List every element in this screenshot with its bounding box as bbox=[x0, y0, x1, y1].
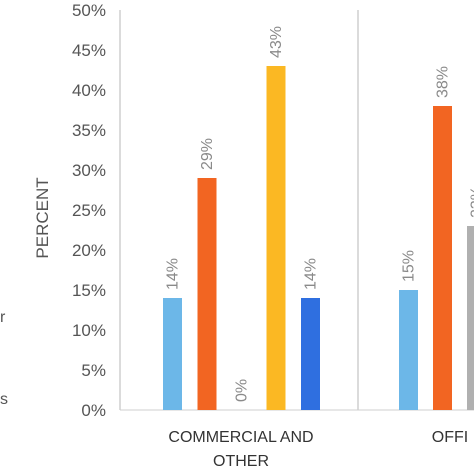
bar bbox=[467, 226, 474, 410]
data-labels: 14% 29% 0% 43% 14% 15% 38% 23% bbox=[165, 26, 474, 402]
y-tick-label: 20% bbox=[72, 241, 106, 260]
bar-value-label: 23% bbox=[469, 186, 474, 218]
bar bbox=[163, 298, 182, 410]
y-axis-title: PERCENT bbox=[33, 177, 52, 258]
y-tick-label: 35% bbox=[72, 121, 106, 140]
cropped-text-fragment: s bbox=[0, 391, 8, 408]
bar-value-label: 14% bbox=[165, 258, 182, 290]
y-tick-label: 15% bbox=[72, 281, 106, 300]
bar-value-label: 43% bbox=[268, 26, 285, 58]
y-tick-label: 10% bbox=[72, 321, 106, 340]
y-tick-label: 40% bbox=[72, 81, 106, 100]
y-tick-label: 0% bbox=[81, 401, 106, 420]
bar-value-label: 29% bbox=[199, 138, 216, 170]
category-label: OFFI bbox=[432, 429, 468, 446]
y-tick-label: 30% bbox=[72, 161, 106, 180]
y-tick-label: 5% bbox=[81, 361, 106, 380]
bar bbox=[266, 66, 286, 410]
bar-value-label: 0% bbox=[234, 379, 251, 402]
bar-value-label: 15% bbox=[401, 250, 418, 282]
bar-value-label: 14% bbox=[303, 258, 320, 290]
bar-value-label: 38% bbox=[435, 66, 452, 98]
y-axis-ticks: 0% 5% 10% 15% 20% 25% 30% 35% 40% 45% 50% bbox=[72, 1, 106, 420]
y-tick-label: 50% bbox=[72, 1, 106, 20]
cropped-text-fragment: r bbox=[0, 309, 6, 326]
bar-series bbox=[163, 66, 474, 410]
y-tick-label: 45% bbox=[72, 41, 106, 60]
category-label: OTHER bbox=[213, 453, 269, 470]
bar bbox=[399, 290, 418, 410]
bar bbox=[197, 178, 217, 410]
category-labels: COMMERCIAL AND OTHER OFFI bbox=[168, 429, 468, 470]
category-label: COMMERCIAL AND bbox=[168, 429, 313, 446]
bar bbox=[433, 106, 452, 410]
bar bbox=[301, 298, 320, 410]
y-tick-label: 25% bbox=[72, 201, 106, 220]
